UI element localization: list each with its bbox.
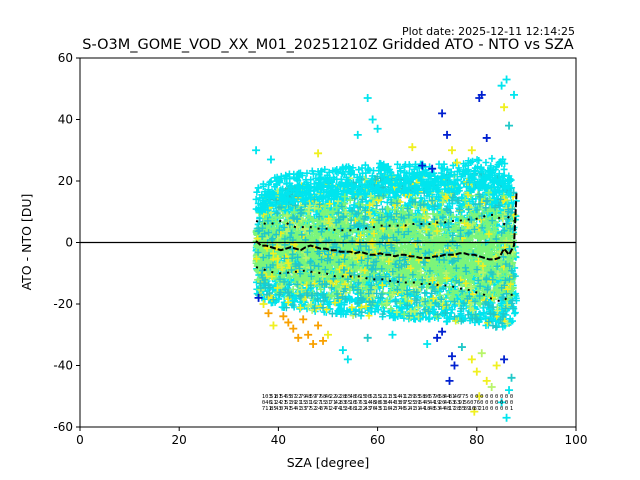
scatter-point: [499, 323, 507, 331]
scatter-point: [346, 196, 354, 204]
scatter-point: [310, 180, 318, 188]
scatter-point: [488, 190, 496, 198]
scatter-point: [512, 290, 520, 298]
scatter-point: [404, 217, 412, 225]
scatter-point: [424, 225, 432, 233]
scatter-point: [479, 304, 487, 312]
scatter-point: [340, 299, 348, 307]
scatter-point: [499, 191, 507, 199]
scatter-point: [355, 200, 363, 208]
scatter-point: [511, 309, 519, 317]
scatter-point: [472, 294, 480, 302]
scatter-point: [443, 317, 451, 325]
scatter-point: [383, 204, 391, 212]
scatter-point: [414, 213, 422, 221]
scatter-point: [396, 299, 404, 307]
scatter-point: [373, 225, 381, 233]
plot-date: Plot date: 2025-12-11 12:14:25: [402, 25, 575, 38]
scatter-point: [466, 197, 474, 205]
scatter-point: [376, 209, 384, 217]
scatter-point: [416, 302, 424, 310]
scatter-point: [275, 295, 283, 303]
scatter-point: [448, 306, 456, 314]
scatter-point: [337, 306, 345, 314]
scatter-point: [386, 312, 394, 320]
scatter-point: [449, 287, 457, 295]
scatter-point: [347, 282, 355, 290]
scatter-point: [476, 310, 484, 318]
scatter-point: [348, 296, 356, 304]
scatter-point: [385, 186, 393, 194]
chart-title: S-O3M_GOME_VOD_XX_M01_20251210Z Gridded …: [82, 37, 573, 53]
scatter-point: [446, 283, 454, 291]
scatter-point: [398, 305, 406, 313]
scatter-point: [341, 193, 349, 201]
scatter-point: [379, 289, 387, 297]
scatter-point: [485, 189, 493, 197]
scatter-point: [384, 205, 392, 213]
scatter-point: [495, 187, 503, 195]
scatter-point: [332, 203, 340, 211]
scatter-point: [425, 315, 433, 323]
scatter-point: [357, 312, 365, 320]
scatter-points: [252, 75, 520, 422]
scatter-point: [374, 306, 382, 314]
scatter-point: [444, 290, 452, 298]
scatter-point: [482, 313, 490, 321]
scatter-point: [321, 203, 329, 211]
scatter-point: [491, 197, 499, 205]
scatter-point: [387, 282, 395, 290]
scatter-point: [317, 285, 325, 293]
